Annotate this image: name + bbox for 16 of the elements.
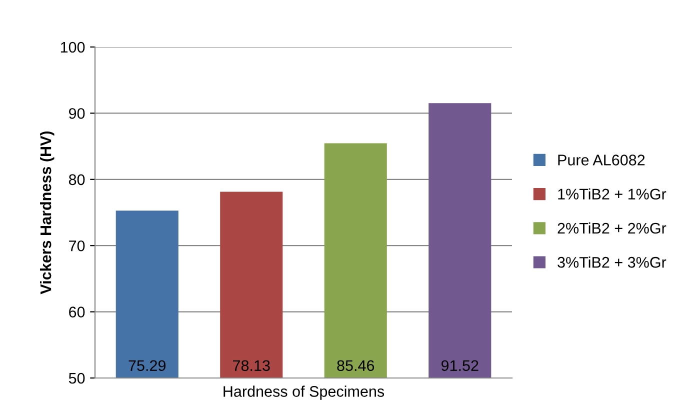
y-tick-label: 80	[68, 174, 85, 186]
y-axis-title: Vickers Hardness (HV)	[40, 131, 54, 294]
y-tick-label: 60	[69, 306, 85, 318]
legend-label: 1%TiB2 + 1%Gr	[558, 188, 666, 200]
x-axis-title: Hardness of Specimens	[224, 386, 384, 400]
y-tick-label: 70	[69, 240, 85, 252]
data-label: 91.52	[441, 360, 478, 372]
legend-label: Pure AL6082	[558, 154, 645, 166]
y-tick-label: 100	[60, 42, 85, 53]
y-tick-label: 90	[69, 108, 85, 119]
legend-label: 3%TiB2 + 3%Gr	[558, 256, 666, 268]
legend-label: 2%TiB2 + 2%Gr	[558, 222, 666, 234]
y-tick-label: 50	[68, 372, 85, 384]
data-label: 75.29	[128, 360, 166, 372]
data-label: 85.46	[337, 360, 374, 372]
data-label: 78.13	[233, 360, 270, 372]
